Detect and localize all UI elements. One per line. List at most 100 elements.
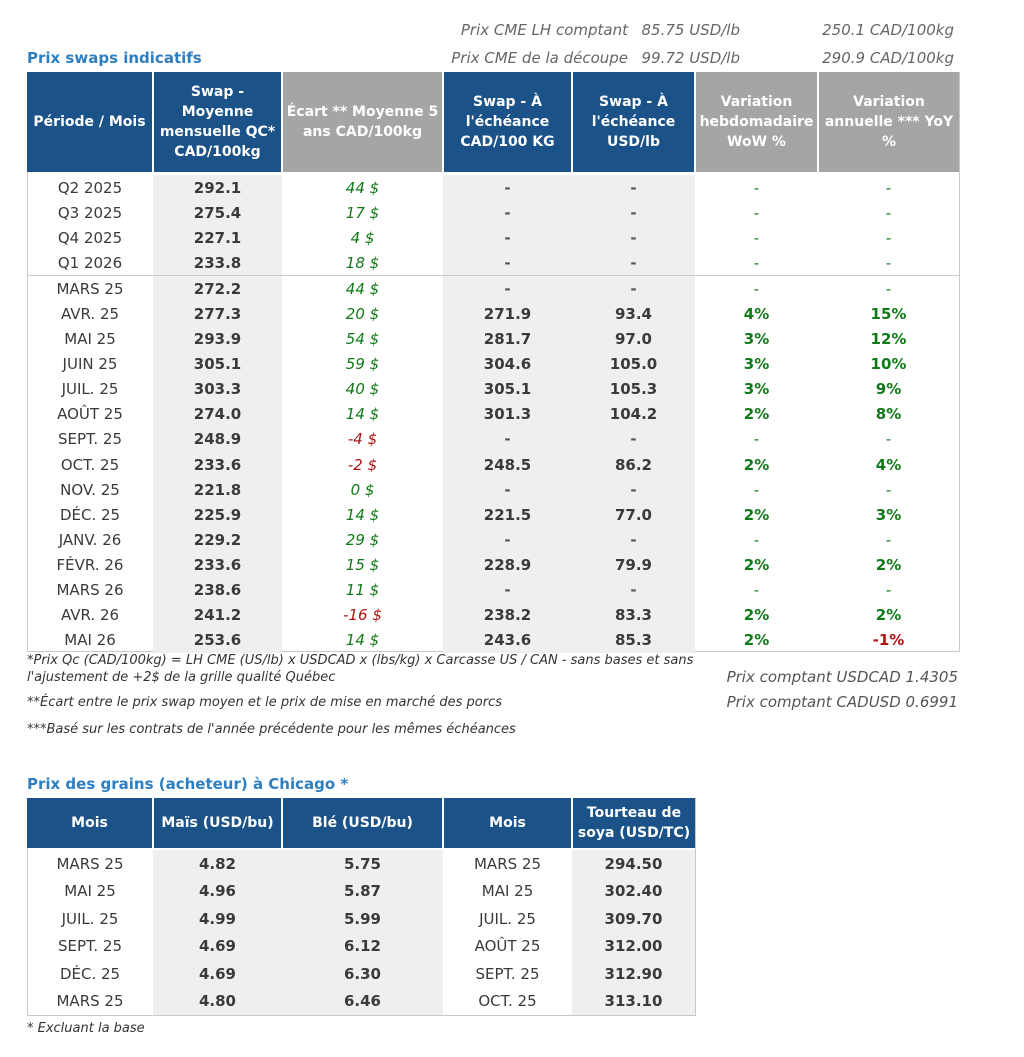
table-row: AOÛT 25 274.0 14 $ 301.3 104.2 2% 8%	[27, 401, 959, 427]
wow-cell: 2%	[743, 631, 770, 650]
echeance-cad-cell: -	[443, 250, 572, 276]
swap-cell: 275.4	[153, 200, 282, 226]
table-row: JANV. 26 229.2 29 $ - - - -	[27, 527, 959, 553]
echeance-usd-cell: -	[572, 477, 695, 503]
table-row: MARS 25 4.82 5.75 MARS 25 294.50	[27, 850, 695, 878]
swap-cell: 238.6	[153, 577, 282, 603]
swaps-table: Période / Mois Swap - Moyenne mensuelle …	[27, 72, 959, 653]
soya-cell: 309.70	[572, 905, 695, 933]
wow-cell: 3%	[743, 355, 770, 374]
wow-cell: -	[753, 530, 760, 549]
col-periode: Période / Mois	[27, 72, 154, 172]
period-cell: MARS 26	[56, 581, 124, 600]
table-row: Q4 2025 227.1 4 $ - - - -	[27, 225, 959, 251]
col-mois-2: Mois	[443, 798, 573, 848]
col-ble: Blé (USD/bu)	[282, 798, 444, 848]
note-annee: ***Basé sur les contrats de l'année préc…	[27, 722, 516, 737]
mois-2-cell: MARS 25	[473, 854, 541, 873]
swap-cell: 227.1	[153, 225, 282, 251]
echeance-usd-cell: 85.3	[572, 627, 695, 653]
table-row: MARS 26 238.6 11 $ - - - -	[27, 577, 959, 603]
mois-cell: MAI 25	[64, 882, 116, 901]
cme-lh-cad: 250.1 CAD/100kg	[822, 21, 954, 39]
swap-cell: 277.3	[153, 301, 282, 327]
wow-cell: -	[753, 178, 760, 197]
swap-cell: 225.9	[153, 502, 282, 528]
note-prix-qc: *Prix Qc (CAD/100kg) = LH CME (US/lb) x …	[27, 653, 694, 685]
ecart-cell: 14 $	[345, 405, 380, 424]
yoy-cell: 9%	[875, 380, 902, 399]
swap-cell: 221.8	[153, 477, 282, 503]
table-row: DÉC. 25 225.9 14 $ 221.5 77.0 2% 3%	[27, 502, 959, 528]
echeance-usd-cell: 77.0	[572, 502, 695, 528]
echeance-usd-cell: 83.3	[572, 602, 695, 628]
period-cell: DÉC. 25	[59, 505, 121, 524]
yoy-cell: -	[885, 581, 892, 600]
note-ecart: **Écart entre le prix swap moyen et le p…	[27, 695, 502, 710]
period-cell: JUIL. 25	[61, 380, 119, 399]
swap-cell: 303.3	[153, 376, 282, 402]
mois-cell: JUIL. 25	[61, 909, 119, 928]
yoy-cell: 8%	[875, 405, 902, 424]
yoy-cell: 4%	[875, 455, 902, 474]
ble-cell: 5.75	[282, 850, 443, 878]
echeance-usd-cell: 104.2	[572, 401, 695, 427]
period-cell: AOÛT 25	[57, 405, 123, 424]
ecart-cell: 20 $	[345, 305, 380, 324]
ble-cell: 5.99	[282, 905, 443, 933]
echeance-usd-cell: -	[572, 275, 695, 302]
yoy-cell: 10%	[870, 355, 907, 374]
wow-cell: 3%	[743, 380, 770, 399]
echeance-usd-cell: 105.0	[572, 351, 695, 377]
table-row: MARS 25 272.2 44 $ - - - -	[27, 275, 959, 302]
period-cell: FÉVR. 26	[56, 555, 124, 574]
period-cell: Q2 2025	[57, 178, 123, 197]
wow-cell: 2%	[743, 405, 770, 424]
table-row: JUIL. 25 303.3 40 $ 305.1 105.3 3% 9%	[27, 376, 959, 402]
yoy-cell: 2%	[875, 555, 902, 574]
table-row: DÉC. 25 4.69 6.30 SEPT. 25 312.90	[27, 960, 695, 988]
ecart-cell: 29 $	[345, 530, 380, 549]
echeance-usd-cell: 86.2	[572, 452, 695, 478]
yoy-cell: -	[885, 530, 892, 549]
echeance-cad-cell: 304.6	[443, 351, 572, 377]
ecart-cell: 59 $	[345, 355, 380, 374]
yoy-cell: -	[885, 480, 892, 499]
yoy-cell: -	[818, 275, 959, 302]
period-cell: JANV. 26	[58, 530, 122, 549]
ecart-cell: 54 $	[345, 330, 380, 349]
mais-cell: 4.80	[153, 987, 282, 1015]
echeance-cad-cell: -	[443, 426, 572, 453]
swap-cell: 292.1	[153, 175, 282, 201]
period-cell: OCT. 25	[60, 455, 120, 474]
table-row: FÉVR. 26 233.6 15 $ 228.9 79.9 2% 2%	[27, 552, 959, 578]
mois-cell: SEPT. 25	[57, 937, 123, 956]
ecart-cell: 18 $	[345, 253, 380, 272]
cme-cut-cad: 290.9 CAD/100kg	[822, 49, 954, 67]
table-row: OCT. 25 233.6 -2 $ 248.5 86.2 2% 4%	[27, 452, 959, 478]
ecart-cell: 40 $	[345, 380, 380, 399]
yoy-cell: -	[885, 253, 892, 272]
grains-table: Mois Maïs (USD/bu) Blé (USD/bu) Mois Tou…	[27, 798, 695, 1015]
swap-cell: 233.6	[153, 552, 282, 578]
ecart-cell: -2 $	[347, 455, 378, 474]
table-row: Q2 2025 292.1 44 $ - - - -	[27, 175, 959, 201]
table-row: Q3 2025 275.4 17 $ - - - -	[27, 200, 959, 226]
table-row: MAI 25 4.96 5.87 MAI 25 302.40	[27, 877, 695, 905]
mais-cell: 4.69	[153, 932, 282, 960]
echeance-usd-cell: 105.3	[572, 376, 695, 402]
table-row: JUIL. 25 4.99 5.99 JUIL. 25 309.70	[27, 905, 695, 933]
yoy-cell: -	[885, 430, 892, 449]
ecart-cell: 14 $	[345, 631, 380, 650]
swaps-title: Prix swaps indicatifs	[27, 49, 202, 67]
wow-cell: 3%	[743, 330, 770, 349]
table-row: AVR. 26 241.2 -16 $ 238.2 83.3 2% 2%	[27, 602, 959, 628]
swap-cell: 272.2	[153, 275, 282, 302]
col-wow: Variation hebdomadaire WoW %	[695, 72, 819, 172]
wow-cell: -	[753, 581, 760, 600]
wow-cell: 4%	[743, 305, 770, 324]
echeance-usd-cell: -	[572, 426, 695, 453]
echeance-cad-cell: 271.9	[443, 301, 572, 327]
yoy-cell: 12%	[870, 330, 907, 349]
echeance-usd-cell: -	[572, 200, 695, 226]
